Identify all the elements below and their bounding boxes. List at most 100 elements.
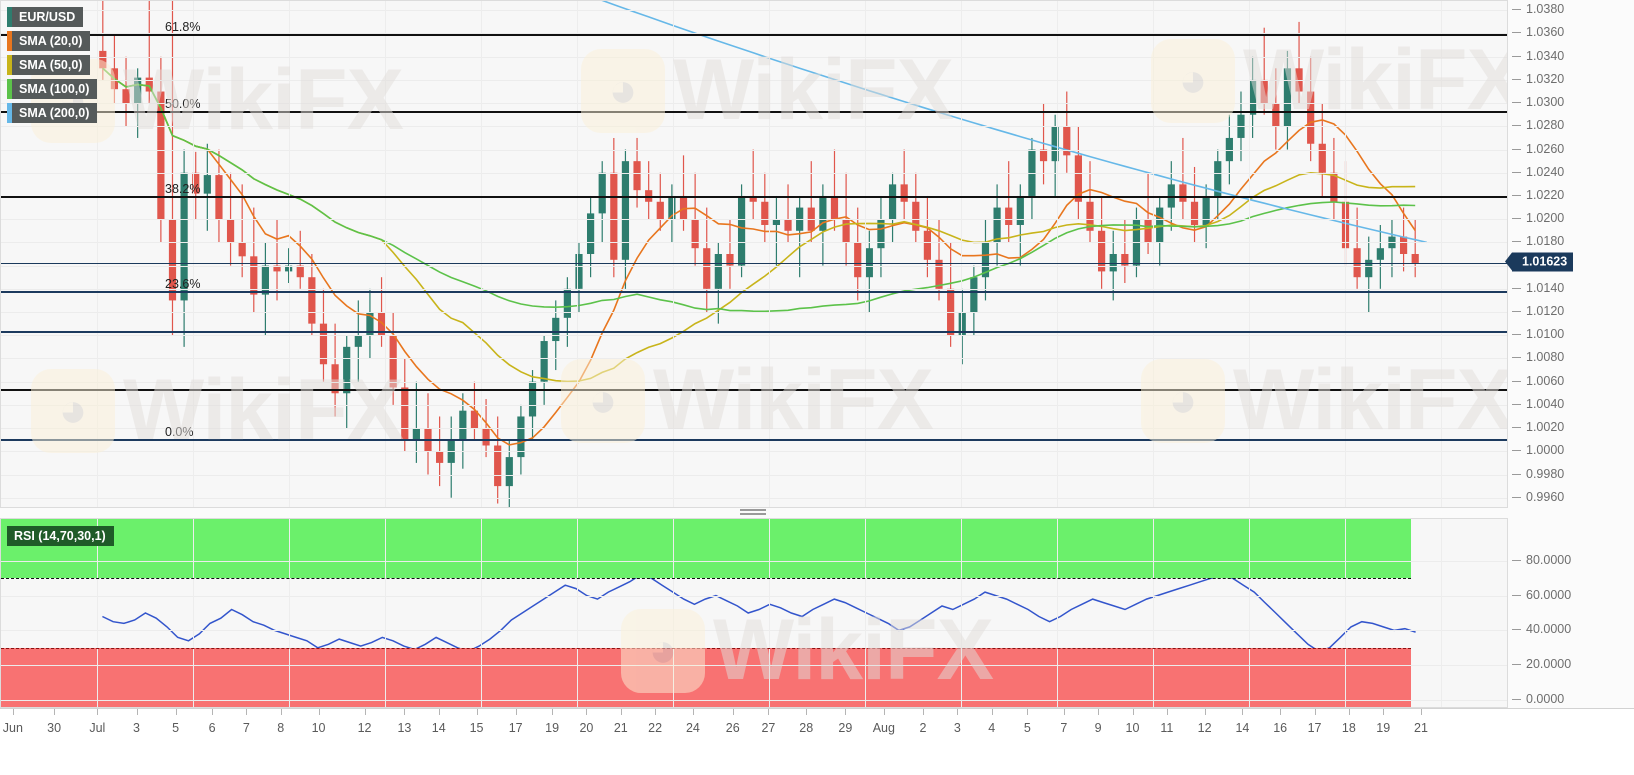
price-axis-tick [1512,241,1521,243]
rsi-vgridline [193,519,194,707]
price-axis-label: 1.0340 [1526,48,1565,63]
time-axis-label: Jun [2,721,23,735]
price-axis-tick [1512,78,1521,80]
time-axis-label: 17 [508,721,523,735]
price-axis-label: 1.0060 [1526,373,1565,388]
time-axis-tick [768,709,770,715]
time-axis-tick [404,709,406,715]
time-axis-tick [438,709,440,715]
fib-line-50.0% [1,111,1507,113]
price-axis-label: 1.0380 [1526,2,1565,17]
panel-resize-handle[interactable] [740,509,766,517]
price-axis-label: 1.0280 [1526,118,1565,133]
fib-line-61.8% [1,34,1507,36]
time-axis-tick [175,709,177,715]
price-axis-tick [1512,9,1521,11]
price-vgridline [1441,1,1442,507]
price-axis-tick [1512,287,1521,289]
price-axis-label: 1.0360 [1526,25,1565,40]
price-axis-tick [1512,427,1521,429]
price-vgridline [673,1,674,507]
rsi-vgridline [481,519,482,707]
price-axis-tick [1512,32,1521,34]
rsi-axis[interactable]: 80.0000 60.0000 40.0000 20.0000 0.0000 [1508,518,1634,708]
time-axis-label: 20 [579,721,594,735]
rsi-line [102,573,1416,653]
price-axis-tick [1512,194,1521,196]
rsi-overbought-line [1,578,1411,580]
time-axis-label: 22 [648,721,663,735]
time-axis-tick [1166,709,1168,715]
time-axis-tick [1063,709,1065,715]
price-vgridline [769,1,770,507]
legend-color-swatch [7,31,12,51]
time-axis-label: 2 [919,721,927,735]
price-axis-tick [1512,55,1521,57]
time-axis-tick [1242,709,1244,715]
time-axis-label: 21 [613,721,628,735]
time-axis-label: 15 [469,721,484,735]
price-vgridline [481,1,482,507]
time-axis-label: 7 [242,721,250,735]
rsi-gridline [1,700,1507,701]
time-axis-label: 3 [953,721,961,735]
rsi-oversold-zone [1,647,1411,707]
rsi-plot-area[interactable]: ◕ WikiFX [1,519,1507,707]
time-axis-tick [692,709,694,715]
fib-line-0.0% [1,439,1507,441]
price-axis-label: 1.0140 [1526,280,1565,295]
time-axis-tick [318,709,320,715]
price-gridline [1,428,1507,430]
price-vgridline [193,1,194,507]
time-axis-tick [476,709,478,715]
price-gridline [1,103,1507,105]
rsi-chart-panel[interactable]: ◕ WikiFX RSI (14,70,30,1) [0,518,1508,708]
price-gridline [1,33,1507,35]
price-gridline [1,404,1507,406]
rsi-axis-tick [1512,699,1521,700]
price-axis-label: 1.0320 [1526,71,1565,86]
time-axis-label: 11 [1160,721,1174,735]
rsi-vgridline [961,519,962,707]
rsi-overbought-zone [1,519,1411,579]
price-axis-tick [1512,357,1521,359]
price-axis[interactable]: 1.0380 1.0360 1.0340 1.0320 1.0300 1.0280 1.02… [1508,0,1634,508]
price-chart-panel[interactable]: ◕ WikiFX ◕ WikiFX ◕ WikiFX ◕ WikiFX ◕ WikiFX ◕ Wiki… [0,0,1508,508]
rsi-vgridline [1345,519,1346,707]
price-vgridline [289,1,290,507]
time-axis-label: Aug [872,721,895,735]
price-axis-label: 1.0100 [1526,327,1565,342]
price-gridline [1,497,1507,499]
rsi-gridline [1,560,1507,562]
sma-100-line [102,67,1416,313]
time-axis-tick [515,709,517,715]
price-vgridline [1345,1,1346,507]
price-gridline [1,10,1507,12]
time-axis-label: 4 [988,721,996,735]
rsi-legend: RSI (14,70,30,1) [7,526,114,550]
time-axis-label: 28 [799,721,814,735]
time-axis-label: 26 [725,721,740,735]
sma-20-line [102,67,1416,446]
time-axis-tick [732,709,734,715]
price-plot-area[interactable]: ◕ WikiFX ◕ WikiFX ◕ WikiFX ◕ WikiFX ◕ WikiFX ◕ Wiki… [1,1,1507,507]
legend-color-swatch [7,103,12,123]
time-axis-tick [655,709,657,715]
legend-eurusd: EUR/USD [7,7,84,27]
sma-200-line [601,1,1427,244]
legend-label: EUR/USD [12,7,84,27]
time-axis-tick [97,709,99,715]
time-axis-tick [620,709,622,715]
time-axis[interactable]: Jun 30 Jul 3 5 6 7 8 10 12 13 14 15 17 19 20 21 22 24 26 27 2… [0,708,1634,775]
price-axis-label: 1.0220 [1526,187,1565,202]
time-axis-label: 30 [47,721,62,735]
rsi-gridline [1,595,1507,597]
price-gridline [1,265,1507,267]
time-axis-label: 16 [1273,721,1288,735]
rsi-vgridline [1057,519,1058,707]
time-axis-label: 19 [545,721,560,735]
legend-color-swatch [7,55,12,75]
rsi-vgridline [673,519,674,707]
price-axis-tick [1512,403,1521,405]
time-axis-label: 3 [133,721,140,735]
